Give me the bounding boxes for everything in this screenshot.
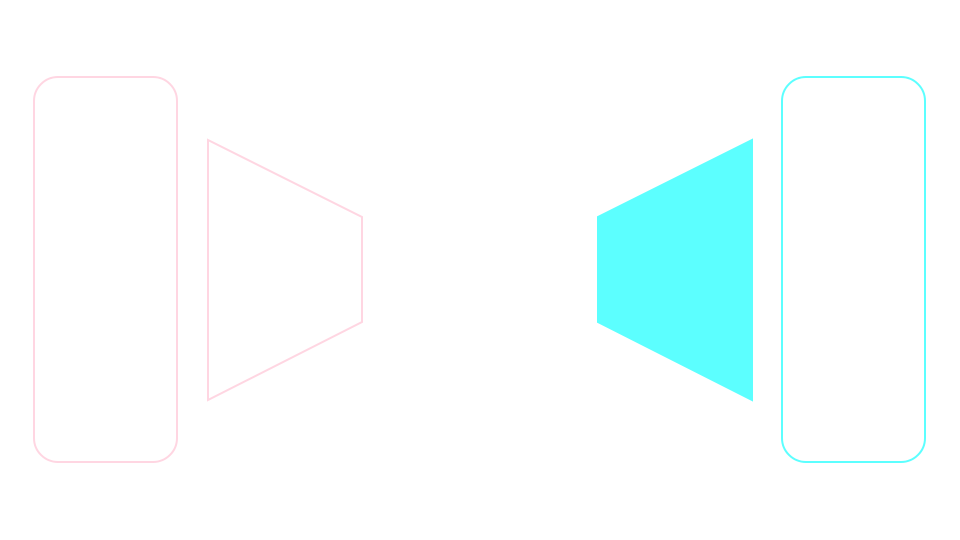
right-trapezoid xyxy=(597,138,753,402)
left-panel xyxy=(33,76,178,463)
right-panel xyxy=(781,76,926,463)
left-trapezoid xyxy=(207,138,363,402)
